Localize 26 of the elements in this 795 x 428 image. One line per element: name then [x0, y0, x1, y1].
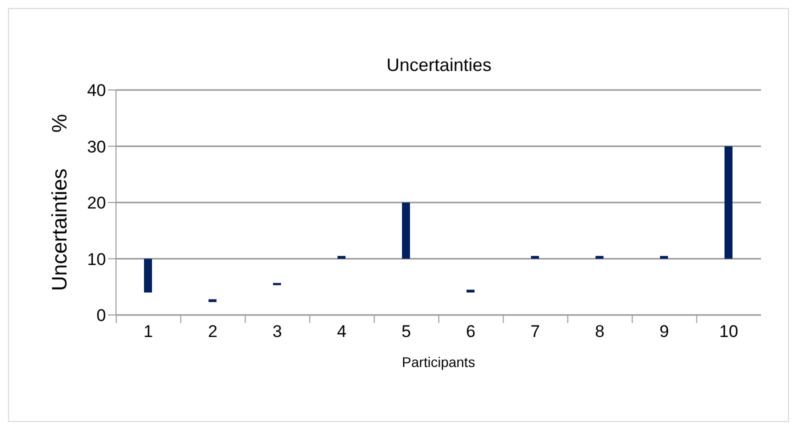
- bar: [338, 256, 346, 259]
- bar: [531, 256, 539, 259]
- x-tick-label: 9: [660, 322, 669, 342]
- x-tick-label: 8: [595, 322, 604, 342]
- x-tick-label: 7: [530, 322, 540, 342]
- x-tick-label: 5: [402, 322, 411, 342]
- bar: [724, 146, 732, 259]
- x-axis-title: Participants: [402, 354, 476, 370]
- y-axis-title: Uncertainties %: [48, 114, 72, 292]
- x-tick-label: 2: [208, 322, 218, 342]
- bar: [144, 258, 152, 292]
- y-tick-label: 0: [96, 306, 106, 326]
- x-tick-label: 10: [719, 322, 738, 342]
- bar: [402, 202, 410, 259]
- y-tick-label: 10: [87, 250, 106, 269]
- x-tick-label: 1: [144, 322, 153, 342]
- y-tick-label: 30: [87, 137, 106, 156]
- y-tick-label: 40: [87, 81, 106, 100]
- x-tick-label: 6: [466, 322, 476, 342]
- x-tick-label: 3: [272, 322, 282, 342]
- bar: [596, 256, 604, 259]
- y-tick-label: 20: [87, 194, 106, 213]
- bar: [466, 290, 474, 292]
- chart-title: Uncertainties: [385, 55, 493, 76]
- x-tick-label: 4: [337, 322, 346, 342]
- bar: [660, 256, 668, 259]
